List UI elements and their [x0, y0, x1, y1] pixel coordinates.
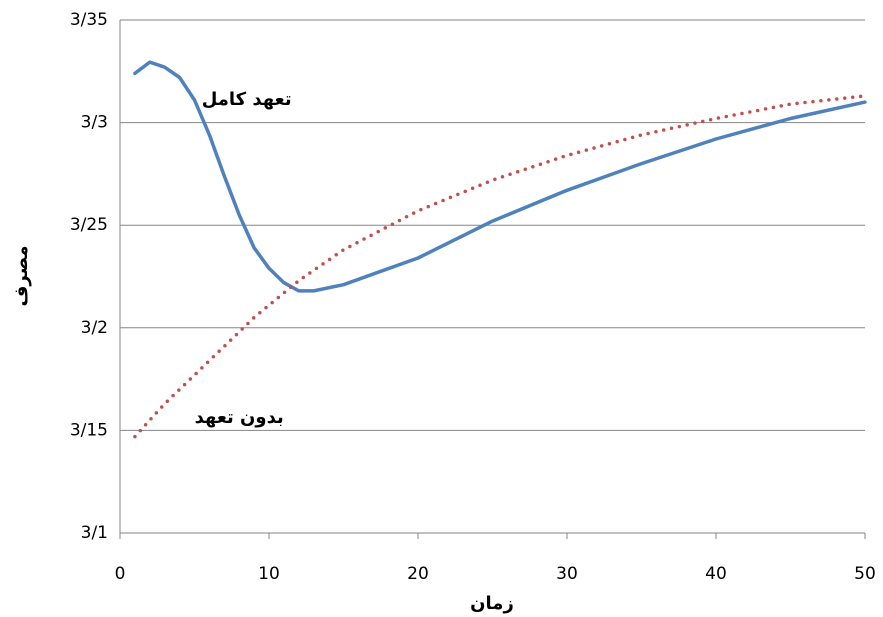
series-line	[133, 60, 867, 293]
y-tick-label: 3/3	[81, 113, 108, 133]
x-tick-label: 20	[407, 564, 429, 584]
y-axis-title: مصرف	[11, 246, 32, 307]
x-tick-label: 30	[556, 564, 578, 584]
y-tick-label: 3/15	[70, 420, 108, 440]
x-tick-label: 50	[854, 564, 876, 584]
y-tick-label: 3/25	[70, 215, 108, 235]
y-tick-label: 3/35	[70, 10, 108, 30]
series-label: تعهد کامل	[202, 89, 292, 110]
x-tick-label: 40	[705, 564, 727, 584]
series-label: بدون تعهد	[195, 407, 284, 428]
x-tick-label: 10	[258, 564, 280, 584]
x-axis-title: زمان	[470, 593, 514, 614]
y-tick-label: 3/2	[81, 318, 108, 338]
y-tick-label: 3/1	[81, 523, 108, 543]
series-line	[133, 94, 867, 439]
x-tick-label: 0	[115, 564, 126, 584]
